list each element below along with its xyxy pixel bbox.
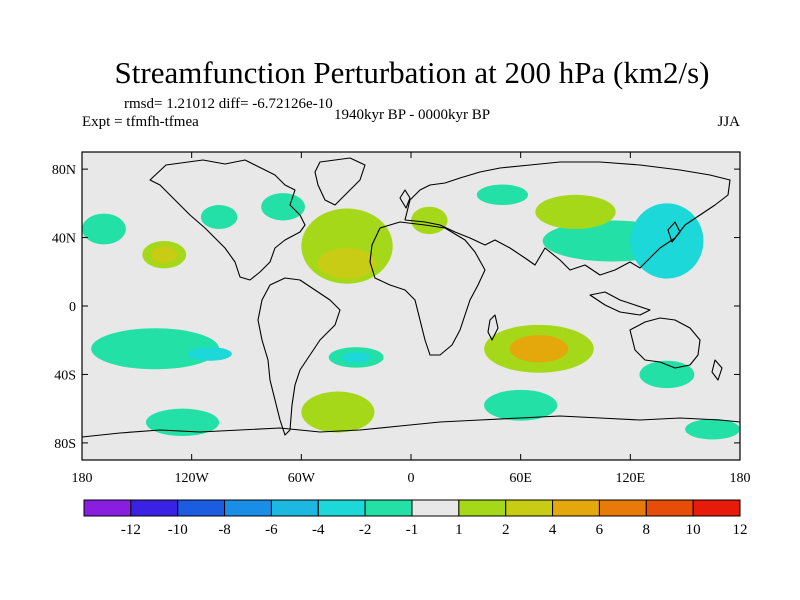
colorbar-label: -2 [359,522,372,538]
coastline-eurasia [404,161,731,276]
field-region-pacific-south-negative [685,418,740,440]
colorbar-label: 8 [643,522,651,538]
colorbar-label: -4 [312,522,325,538]
colorbar-label: -8 [218,522,231,538]
colorbar-swatch [692,499,741,517]
colorbar-label: 10 [686,522,701,538]
x-tick-label: 180 [730,471,751,486]
x-tick-label: 60E [509,471,532,486]
colorbar-swatch [458,499,507,517]
field-region-south-atlantic-core [341,352,371,363]
field-region-australia-negative [639,360,695,389]
coastline-australia [629,317,701,369]
colorbar-label: -10 [168,522,188,538]
colorbar-label: 4 [549,522,557,538]
center-subtitle: 1940kyr BP - 0000kyr BP [334,107,490,123]
x-tick-label: 0 [408,471,415,486]
colorbar-label: 2 [502,522,510,538]
map-background [82,152,740,460]
colorbar-swatch [598,499,647,517]
coastline-greenland [314,157,366,206]
field-region-northeast-pacific-core [151,246,178,264]
field-region-north-atlantic-core [317,247,377,279]
field-region-canada-negative [261,193,305,221]
colorbar-label: 6 [596,522,604,538]
left-subtitle: Expt = tfmfh-tfmea [82,114,199,130]
x-tick-label: 120W [175,471,210,486]
coastline-south-america [257,277,341,436]
colorbar-swatch [177,499,226,517]
colorbar-swatch [83,499,132,517]
colorbar-label: -1 [406,522,419,538]
field-region-south-indian-negative [484,389,558,421]
x-tick-label: 60W [288,471,316,486]
field-region-arctic-negative [476,184,528,206]
colorbar-label: -6 [265,522,278,538]
colorbar-label: 12 [733,522,748,538]
colorbar-label: -12 [121,522,141,538]
coastline-north-america [149,159,306,281]
colorbar: -12 -10 -8 -6 -4 -2 -1 1 2 4 6 8 10 12 [83,499,748,538]
right-subtitle: JJA [717,114,740,130]
y-tick-label: 80N [52,163,76,178]
field-region-south-pacific-core [188,347,232,361]
field-region-central-asia-positive [535,194,616,229]
stats-text: rmsd= 1.21012 diff= -6.72126e-10 [124,96,333,112]
coastline-antarctica [82,415,740,438]
colorbar-swatch [645,499,694,517]
map-panel [81,151,741,461]
colorbar-swatch [317,499,366,517]
x-tick-label: 120E [616,471,646,486]
coastline-japan [667,221,681,243]
y-tick-label: 40N [52,232,76,247]
colorbar-swatch [411,499,460,517]
y-tick-label: 80S [54,437,76,452]
coastline-uk [399,189,411,209]
field-region-south-pacific-negative [91,328,220,370]
coastline-africa [369,221,486,356]
colorbar-swatch [505,499,554,517]
field-region-southern-ocean-negative [145,408,220,437]
coastlines [82,157,740,438]
coastline-new-zealand [711,359,723,381]
colorbar-swatch [552,499,600,517]
colorbar-label: 1 [455,522,463,538]
colorbar-swatch [270,499,319,517]
field-region-scandinavia-positive [411,206,448,235]
x-tick-label: 180 [72,471,93,486]
field-region-north-america-negative [200,205,238,229]
colorbar-swatch [364,499,413,517]
y-tick-label: 40S [54,368,76,383]
field-region-pacific-north-negative [82,213,126,245]
y-tick-label: 0 [69,300,76,315]
chart-title: Streamfunction Perturbation at 200 hPa (… [115,55,710,90]
field-region-southern-ocean-positive [301,391,375,433]
field-region-south-indian-core [509,335,569,363]
map-axes: 180 120W 60W 0 60E 120E 180 80N 40N 0 40S 80S [52,152,751,486]
colorbar-swatch [224,499,272,517]
colorbar-swatch [130,499,179,517]
coastline-indonesia [589,291,651,316]
coastline-madagascar [487,314,499,341]
